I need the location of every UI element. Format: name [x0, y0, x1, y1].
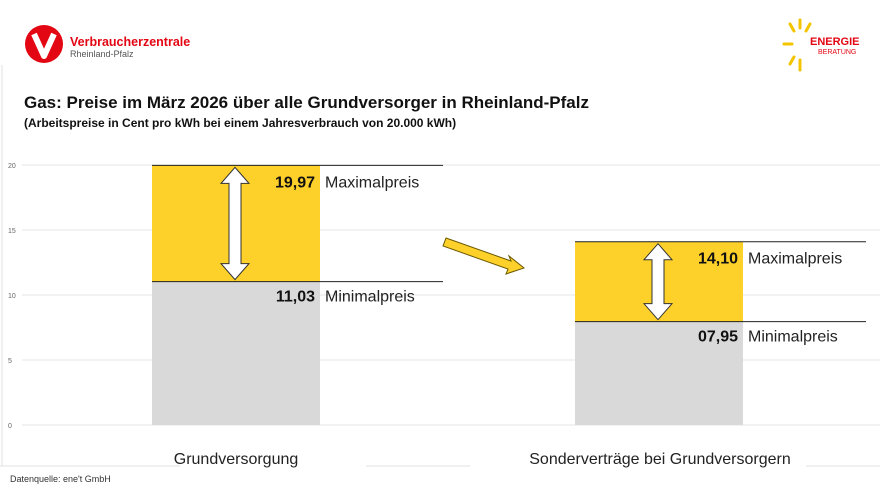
verbraucherzentrale-logo	[25, 25, 63, 63]
bar-minimalpreis	[152, 281, 320, 425]
chart-title: Gas: Preise im März 2026 über alle Grund…	[24, 93, 589, 112]
logo-beratung: BERATUNG	[818, 49, 857, 56]
chart-subtitle: (Arbeitspreise in Cent pro kWh bei einem…	[24, 116, 457, 130]
category-label-1: Sonderverträge bei Grundversorgern	[529, 451, 791, 468]
min-value-label: 11,03	[276, 289, 315, 306]
max-series-label: Maximalpreis	[325, 174, 419, 191]
max-value-label: 14,10	[698, 251, 738, 268]
max-series-label: Maximalpreis	[748, 251, 842, 268]
bar-minimalpreis	[575, 321, 743, 425]
y-tick-label: 15	[8, 228, 16, 235]
min-value-label: 07,95	[698, 329, 738, 346]
min-series-label: Minimalpreis	[748, 329, 838, 346]
energieberatung-logo	[782, 18, 812, 72]
y-tick-label: 10	[8, 293, 16, 300]
min-series-label: Minimalpreis	[325, 289, 415, 306]
y-tick-label: 20	[8, 163, 16, 170]
double-arrow-icon	[219, 166, 251, 281]
y-tick-label: 5	[8, 358, 12, 365]
logo-energie: ENERGIE	[810, 36, 860, 48]
logo-region: Rheinland-Pfalz	[70, 49, 134, 59]
y-tick-label: 0	[8, 423, 12, 430]
double-arrow-icon	[642, 242, 674, 321]
trend-arrow-icon	[442, 237, 526, 275]
category-label-0: Grundversorgung	[173, 451, 299, 468]
logo-name: Verbraucherzentrale	[70, 35, 191, 49]
max-value-label: 19,97	[275, 174, 315, 191]
data-source: Datenquelle: ene't GmbH	[10, 474, 111, 484]
